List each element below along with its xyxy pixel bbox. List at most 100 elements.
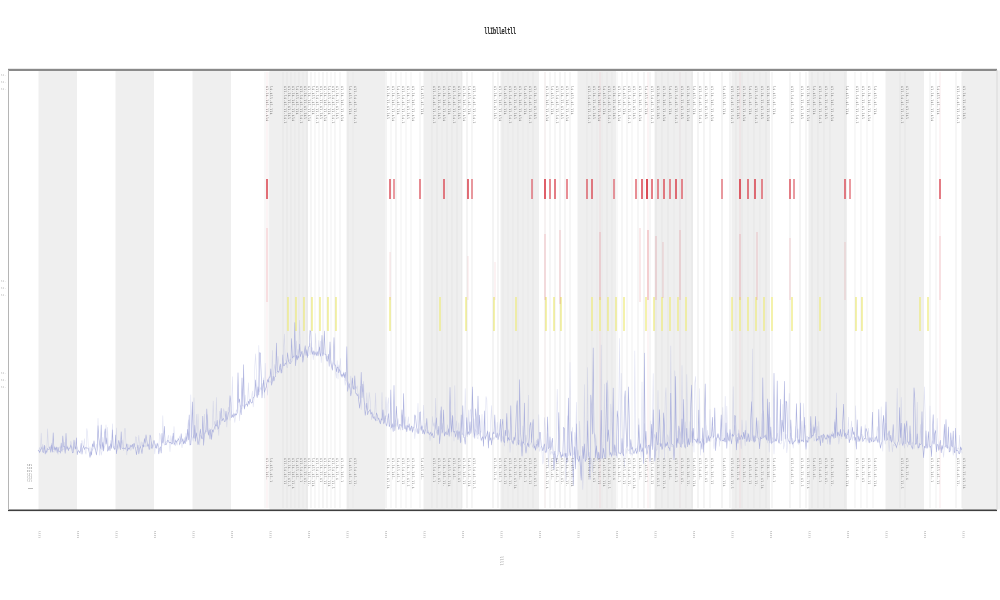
event-annotation-text-top: il.li.ll.il.lil <box>533 86 537 119</box>
event-annotation-text-bottom: il.li.ll.il.li <box>632 458 636 489</box>
event-annotation-text-top: ill.li.il.ll.li.l <box>353 86 357 124</box>
x-tick-label: llll <box>76 531 80 538</box>
event-annotation-text-bottom: li.ill.il.ll <box>503 458 507 485</box>
event-annotation-text-bottom: ill.li.il.ll.l <box>607 458 611 489</box>
event-annotation-text-top: ill.li.il.ll.li.l <box>508 86 512 124</box>
x-tick-labels: llll llll llll llll llll llll llll llll llll llll… <box>38 531 966 538</box>
event-annotation-text-top: il.li.lil.ll.ili <box>462 86 466 122</box>
event-annotation-text-bottom: ill.li.il. <box>587 458 591 480</box>
event-annotation-text-bottom: il.li.ll.il <box>861 458 865 482</box>
shading-band <box>269 70 308 510</box>
event-annotation-text-top: ill.li.il.ll.li.l <box>627 86 631 124</box>
x-tick-label: llll <box>346 531 350 538</box>
event-annotation-text-top: il.li.ll.il.lil <box>861 86 865 119</box>
event-annotation-text-top: il.li.lil.ll.ili <box>867 86 871 122</box>
event-annotation-text-top: il.li.lil.ll.ili <box>565 86 569 122</box>
event-annotation-text-top: ill.li.il.ll.li.l <box>790 86 794 124</box>
shading-band <box>731 70 770 510</box>
event-annotation-text-top: il.li.ll.il.lil <box>905 86 909 119</box>
event-annotation-text-bottom: il.li.ll.il <box>319 458 323 482</box>
event-annotation-text-bottom: il.li.ll.il.l <box>656 458 660 487</box>
event-annotation-text-bottom: il.li.ll.i <box>335 458 339 480</box>
event-annotation-text-bottom: il.li.lil.ll. <box>442 458 446 487</box>
event-annotation-text-bottom: ill.li.il.l <box>299 458 303 482</box>
x-tick-label: llll <box>230 531 234 538</box>
event-annotation-text-bottom: li.ill.il.lli <box>845 458 849 487</box>
event-annotation-text-top: il.li.ll.il.lil <box>632 86 636 119</box>
corner-label-underline <box>28 488 33 489</box>
event-annotation-text-top: li.ill.il.lli <box>570 86 574 115</box>
event-annotation-text-bottom: il.li.ll.il. <box>824 458 828 485</box>
plot-spines <box>8 68 998 512</box>
event-annotation-text-top: ill.li.il.ll.li.l <box>315 86 319 124</box>
event-annotation-text-top: il.li.lil.ll.ili <box>686 86 690 122</box>
event-annotation-text-top: il.li.lil.ll.ili <box>323 86 327 122</box>
event-annotation-text-bottom: ill.li.il.ll <box>790 458 794 485</box>
event-annotation-text-bottom: li.ill.il.lli <box>602 458 606 487</box>
event-annotation-text-top: ill.li.il.ll.li.l <box>401 86 405 124</box>
event-annotation-text-bottom: li.ill.il.lli <box>692 458 696 487</box>
x-tick-label: llll <box>962 531 966 538</box>
y-tick-label: ll. <box>1 378 6 382</box>
event-annotation-text-top: il.li.lil.ll.ili <box>498 86 502 122</box>
event-annotation-text-top: ill.li.il.ll.li.l <box>528 86 532 124</box>
event-annotation-text-bottom: il.li.lil.ll <box>867 458 871 485</box>
x-tick-label: llll <box>38 531 42 538</box>
event-annotation-text-top: li.ill.il.lli <box>327 86 331 115</box>
x-tick-label: llll <box>615 531 619 538</box>
event-annotation-text-bottom: il.li.lil. <box>766 458 770 480</box>
event-annotation-text-top: li.ill.il.lli <box>503 86 507 115</box>
event-annotation-text-bottom: li.ill.il.lli <box>327 458 331 487</box>
yellow-event-markers <box>287 297 929 331</box>
event-annotation-text-bottom: il.li.ll.il <box>592 458 596 482</box>
y-tick-label: ll. <box>1 286 6 290</box>
event-annotation-text-top: il.li.ll.il.lil <box>704 86 708 119</box>
event-annotation-text-top: il.li.lil.ll.ili <box>340 86 344 122</box>
event-annotation-text-top: li.ill.il.lli <box>420 86 424 115</box>
event-annotation-text-top: il.li.lil.ll.ili <box>830 86 834 122</box>
event-annotation-text-bottom: ill.li.il.ll <box>401 458 405 485</box>
event-annotation-text-top: li.ill.il.lli <box>772 86 776 115</box>
event-annotation-text-bottom: il.li.lil.ll.i <box>545 458 549 489</box>
event-annotation-text-top: ill.li.il.ll.li.l <box>299 86 303 124</box>
event-annotation-text-top: il.li.ll.il.lil <box>962 86 966 119</box>
event-annotation-text-top: il.li.ll.il.lil <box>287 86 291 119</box>
event-annotation-text-bottom: il.li.lil.ll.i <box>662 458 666 489</box>
event-annotation-text-bottom: ill.li.il.l <box>674 458 678 482</box>
event-annotation-text-bottom: il.li.lil.ll. <box>686 458 690 487</box>
event-annotation-text-top: li.ill.il.lli <box>550 86 554 115</box>
x-tick-label: llll <box>654 531 658 538</box>
event-annotation-text-bottom: il.li.ll.il. <box>303 458 307 485</box>
event-annotation-text-bottom: il.li.lil.l <box>742 458 746 482</box>
x-tick-label: llll <box>153 531 157 538</box>
x-tick-label: llll <box>808 531 812 538</box>
event-annotation-text-top: il.li.ll.il.lil <box>612 86 616 119</box>
event-annotation-text-bottom: ill.li.il. <box>452 458 456 480</box>
event-annotation-text-top: il.li.lil.ll.ili <box>710 86 714 122</box>
event-annotation-text-bottom: li.ill.il. <box>550 458 554 480</box>
y-tick-labels: ll. ll. ll. ll. ll. ll. ll. ll. ll. <box>1 73 6 389</box>
event-annotation-text-top: il.li.lil.ll.ili <box>411 86 415 122</box>
event-annotation-text-top: li.ill.il.lli <box>295 86 299 115</box>
event-annotation-text-top: ill.li.il.ll.li.l <box>283 86 287 124</box>
event-annotation-text-top: ill.li.il.ll.li.l <box>587 86 591 124</box>
event-annotation-text-bottom: li.ill.il.ll <box>622 458 626 485</box>
chart-title: llIblleltll <box>484 27 516 37</box>
event-annotation-text-bottom: il.li.lil. <box>638 458 642 480</box>
shading-band <box>115 70 154 510</box>
red-event-segments <box>266 228 941 304</box>
x-tick-label: llll <box>769 531 773 538</box>
event-annotation-text-top: il.li.ll.il.lil <box>303 86 307 119</box>
x-tick-label: llll <box>692 531 696 538</box>
event-annotation-text-bottom: ill.li.il.l <box>432 458 436 482</box>
event-annotation-text-bottom: ill.li.il.ll.l <box>472 458 476 489</box>
x-tick-label: llll <box>731 531 735 538</box>
event-annotation-text-bottom: li.ill.il.lli <box>722 458 726 487</box>
event-annotation-text-bottom: li.ill.il. <box>812 458 816 480</box>
event-annotation-text-top: ill.li.il.ll.li.l <box>855 86 859 124</box>
event-annotation-text-top: il.li.lil.ll.ili <box>291 86 295 122</box>
event-annotation-text-bottom: li.ill.il.l <box>644 458 648 482</box>
event-annotation-text-bottom: li.ill.il. <box>295 458 299 480</box>
event-annotation-text-bottom: li.ill.il.lli <box>447 458 451 487</box>
